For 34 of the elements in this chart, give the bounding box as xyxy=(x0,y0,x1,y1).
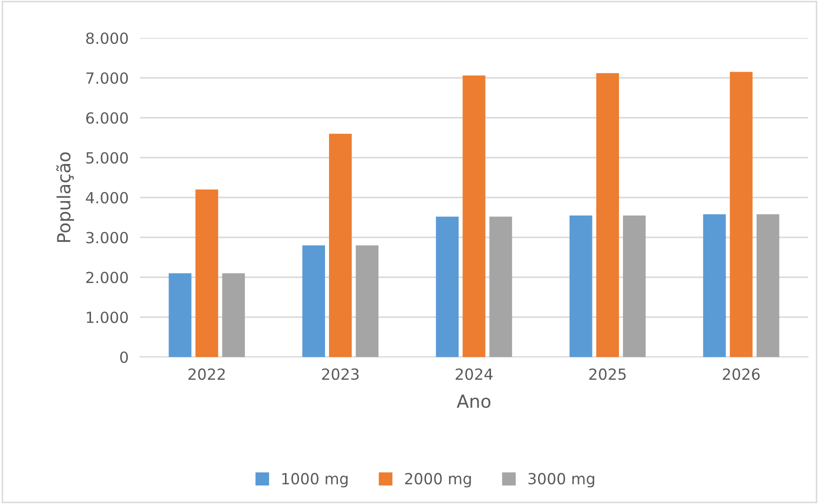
x-tick-label: 2024 xyxy=(456,368,493,380)
bar xyxy=(730,72,753,357)
x-tick-label: 2025 xyxy=(589,368,626,380)
y-tick-label: 2.000 xyxy=(86,272,128,284)
y-tick-label: 4.000 xyxy=(86,192,128,204)
bar xyxy=(436,216,459,357)
y-tick-label: 1.000 xyxy=(86,312,128,324)
y-tick-label: 5.000 xyxy=(86,152,128,164)
bar xyxy=(356,245,378,357)
legend-label: 1000 mg xyxy=(282,472,348,488)
bar xyxy=(756,214,780,357)
bar xyxy=(168,273,192,357)
legend-label: 3000 mg xyxy=(528,472,594,488)
x-axis-title: Ano xyxy=(456,394,490,408)
y-axis-title: População xyxy=(56,152,74,242)
y-tick-label: 8.000 xyxy=(86,32,128,44)
x-tick-label: 2026 xyxy=(722,368,760,380)
bar xyxy=(703,214,726,357)
bar xyxy=(596,73,619,357)
legend-label: 2000 mg xyxy=(405,472,471,488)
bar xyxy=(195,190,218,357)
bar xyxy=(302,245,326,357)
bar xyxy=(489,216,512,357)
x-tick-label: 2023 xyxy=(322,368,359,380)
bar xyxy=(329,134,352,357)
y-tick-label: 6.000 xyxy=(86,112,128,124)
y-tick-label: 0 xyxy=(120,351,128,364)
bar xyxy=(462,75,486,357)
bar xyxy=(622,215,646,357)
bar xyxy=(570,215,592,357)
y-tick-label: 7.000 xyxy=(86,72,128,84)
bar xyxy=(222,273,245,357)
x-tick-label: 2022 xyxy=(188,368,225,380)
y-tick-label: 3.000 xyxy=(86,232,128,244)
